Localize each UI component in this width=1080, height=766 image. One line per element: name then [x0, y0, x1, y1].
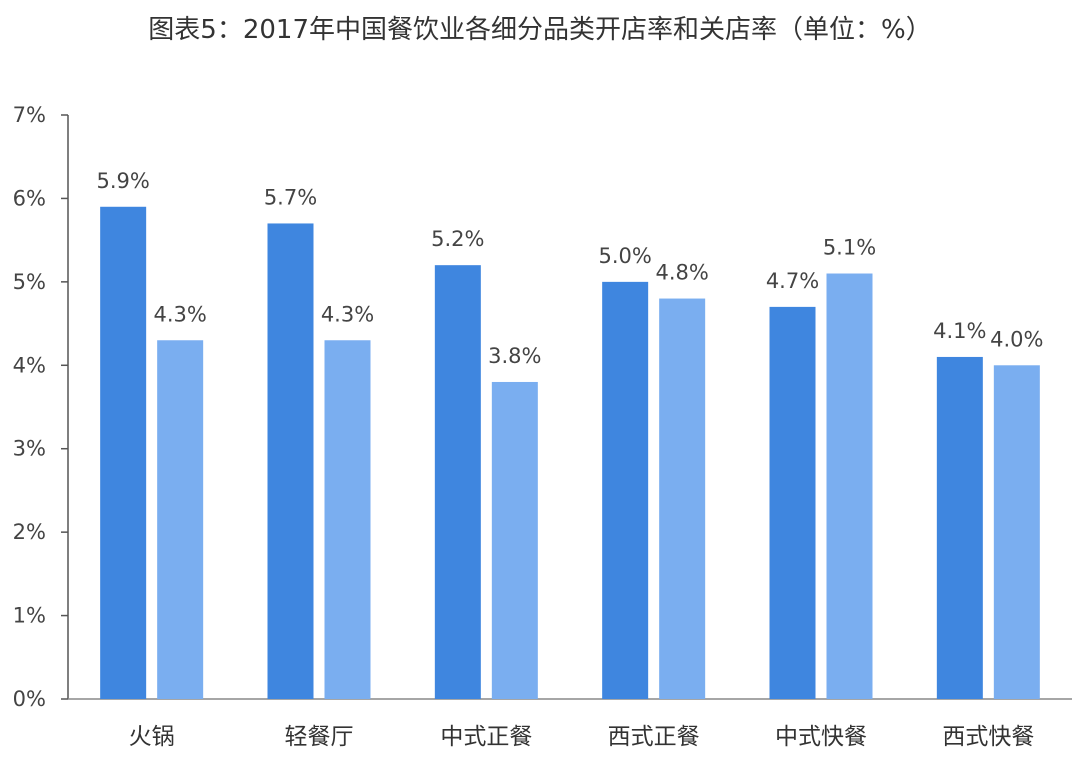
data-labels: 5.9% 4.3% 5.7% 4.3% 5.2% 3.8% 5.0%4.8% 4.7%5.1%… — [96, 169, 1043, 368]
bar — [267, 223, 314, 699]
bars — [100, 206, 1040, 699]
data-label: 4.3% — [153, 302, 206, 326]
bar — [157, 340, 204, 699]
bar — [100, 206, 147, 699]
data-label: 5.9% — [96, 169, 149, 193]
data-label: 5.7% — [264, 185, 317, 209]
data-label: 5.2% — [431, 227, 484, 251]
data-label: 4.7% — [766, 269, 819, 293]
y-tick-label: 0% — [13, 687, 46, 711]
x-category-label: 西式快餐 — [942, 724, 1034, 750]
bar — [769, 306, 816, 699]
y-tick-label: 7% — [13, 103, 46, 127]
data-label: 3.8% — [488, 344, 541, 368]
data-label: 4.3% — [321, 302, 374, 326]
y-tick-label: 6% — [13, 186, 46, 210]
y-tick-label: 2% — [13, 520, 46, 544]
axes: 0% 1% 2% 3% 4% 5% 6% 7% 火锅 轻餐厅 中式正餐 西式正餐 中式快餐 西式快餐 — [13, 103, 1072, 750]
y-tick-label: 1% — [13, 604, 46, 628]
x-category-label: 中式快餐 — [775, 724, 867, 750]
bar — [993, 365, 1040, 699]
x-category-label: 轻餐厅 — [285, 724, 354, 750]
x-category-label: 火锅 — [129, 724, 175, 750]
bar — [826, 273, 873, 699]
chart-title: 图表5：2017年中国餐饮业各细分品类开店率和关店率（单位：%） — [148, 15, 932, 45]
bar — [491, 381, 538, 699]
bar — [936, 356, 983, 699]
data-label: 4.8% — [655, 261, 708, 285]
y-tick-label: 4% — [13, 353, 46, 377]
data-label: 4.1% — [933, 319, 986, 343]
bar — [659, 298, 706, 699]
y-tick-label: 5% — [13, 270, 46, 294]
data-label: 4.0% — [990, 327, 1043, 351]
x-category-label: 中式正餐 — [440, 724, 532, 750]
y-tick-label: 3% — [13, 437, 46, 461]
data-label: 5.0% — [598, 244, 651, 268]
bar — [324, 340, 371, 699]
bar — [602, 281, 649, 699]
bar — [434, 265, 481, 699]
data-label: 5.1% — [823, 236, 876, 260]
x-category-label: 西式正餐 — [608, 724, 700, 750]
